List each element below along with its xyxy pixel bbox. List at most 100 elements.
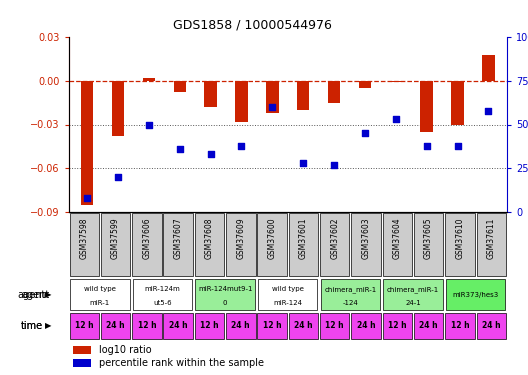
Text: 24-1: 24-1 bbox=[405, 300, 421, 306]
Text: log10 ratio: log10 ratio bbox=[99, 345, 152, 355]
Text: 12 h: 12 h bbox=[450, 321, 469, 330]
FancyBboxPatch shape bbox=[133, 279, 192, 310]
Bar bbox=[451, 81, 464, 124]
Text: miR-124m: miR-124m bbox=[145, 286, 181, 292]
FancyBboxPatch shape bbox=[446, 279, 505, 310]
Text: percentile rank within the sample: percentile rank within the sample bbox=[99, 357, 265, 368]
Bar bbox=[235, 81, 248, 122]
Text: GSM37608: GSM37608 bbox=[205, 217, 214, 259]
FancyBboxPatch shape bbox=[351, 213, 381, 276]
FancyBboxPatch shape bbox=[195, 213, 224, 276]
FancyBboxPatch shape bbox=[101, 213, 130, 276]
Text: agent: agent bbox=[21, 290, 50, 300]
Text: GSM37611: GSM37611 bbox=[487, 217, 496, 259]
Text: 24 h: 24 h bbox=[231, 321, 250, 330]
Text: time: time bbox=[21, 321, 43, 331]
FancyBboxPatch shape bbox=[414, 213, 444, 276]
FancyBboxPatch shape bbox=[226, 213, 256, 276]
Text: chimera_miR-1: chimera_miR-1 bbox=[324, 286, 376, 292]
FancyBboxPatch shape bbox=[195, 279, 255, 310]
Point bbox=[237, 142, 246, 148]
Text: GSM37609: GSM37609 bbox=[237, 217, 246, 259]
Point bbox=[145, 122, 153, 128]
Text: wild type: wild type bbox=[272, 286, 304, 292]
Bar bbox=[73, 346, 91, 354]
Point bbox=[114, 174, 122, 180]
FancyBboxPatch shape bbox=[289, 314, 318, 339]
FancyBboxPatch shape bbox=[164, 314, 193, 339]
Text: wild type: wild type bbox=[84, 286, 116, 292]
FancyBboxPatch shape bbox=[414, 314, 444, 339]
Text: GSM37605: GSM37605 bbox=[424, 217, 433, 259]
Text: GSM37606: GSM37606 bbox=[143, 217, 152, 259]
FancyBboxPatch shape bbox=[195, 314, 224, 339]
Point bbox=[361, 130, 369, 136]
FancyBboxPatch shape bbox=[257, 314, 287, 339]
Text: 12 h: 12 h bbox=[138, 321, 156, 330]
Bar bbox=[143, 78, 155, 81]
FancyBboxPatch shape bbox=[383, 314, 412, 339]
Text: ut5-6: ut5-6 bbox=[153, 300, 172, 306]
FancyBboxPatch shape bbox=[383, 213, 412, 276]
Text: 24 h: 24 h bbox=[169, 321, 187, 330]
Bar bbox=[266, 81, 278, 113]
Bar bbox=[297, 81, 309, 110]
Bar bbox=[359, 81, 371, 88]
Text: GSM37599: GSM37599 bbox=[111, 217, 120, 259]
Text: GSM37601: GSM37601 bbox=[299, 217, 308, 259]
Point bbox=[422, 142, 431, 148]
FancyBboxPatch shape bbox=[132, 213, 162, 276]
FancyBboxPatch shape bbox=[226, 314, 256, 339]
FancyBboxPatch shape bbox=[132, 314, 162, 339]
Text: 24 h: 24 h bbox=[106, 321, 125, 330]
Text: 12 h: 12 h bbox=[325, 321, 344, 330]
Text: chimera_miR-1: chimera_miR-1 bbox=[387, 286, 439, 292]
FancyBboxPatch shape bbox=[383, 279, 442, 310]
Bar bbox=[328, 81, 340, 103]
FancyBboxPatch shape bbox=[289, 213, 318, 276]
Point bbox=[83, 195, 91, 201]
Text: GSM37604: GSM37604 bbox=[393, 217, 402, 259]
FancyBboxPatch shape bbox=[320, 279, 380, 310]
Text: GSM37607: GSM37607 bbox=[174, 217, 183, 259]
FancyBboxPatch shape bbox=[101, 314, 130, 339]
Text: miR373/hes3: miR373/hes3 bbox=[452, 291, 499, 297]
FancyBboxPatch shape bbox=[70, 314, 99, 339]
Text: 24 h: 24 h bbox=[294, 321, 313, 330]
Bar bbox=[174, 81, 186, 92]
Text: 12 h: 12 h bbox=[75, 321, 93, 330]
FancyBboxPatch shape bbox=[70, 213, 99, 276]
FancyBboxPatch shape bbox=[351, 314, 381, 339]
Text: miR-124mut9-1: miR-124mut9-1 bbox=[198, 286, 252, 292]
FancyBboxPatch shape bbox=[164, 213, 193, 276]
Bar bbox=[81, 81, 93, 205]
Text: -124: -124 bbox=[343, 300, 358, 306]
FancyBboxPatch shape bbox=[70, 279, 130, 310]
Point bbox=[484, 108, 493, 114]
Text: ▶: ▶ bbox=[45, 321, 51, 330]
FancyBboxPatch shape bbox=[476, 314, 506, 339]
Text: GSM37610: GSM37610 bbox=[456, 217, 465, 259]
FancyBboxPatch shape bbox=[320, 213, 350, 276]
Bar bbox=[390, 81, 402, 82]
FancyBboxPatch shape bbox=[476, 213, 506, 276]
Text: GSM37600: GSM37600 bbox=[268, 217, 277, 259]
FancyBboxPatch shape bbox=[258, 279, 317, 310]
Bar bbox=[112, 81, 124, 136]
Text: GDS1858 / 10000544976: GDS1858 / 10000544976 bbox=[173, 18, 332, 32]
Bar bbox=[204, 81, 217, 107]
Bar bbox=[420, 81, 433, 132]
Text: GSM37603: GSM37603 bbox=[362, 217, 371, 259]
Text: GSM37598: GSM37598 bbox=[80, 217, 89, 259]
Point bbox=[330, 162, 338, 168]
FancyBboxPatch shape bbox=[445, 314, 475, 339]
Point bbox=[453, 142, 461, 148]
Text: miR-1: miR-1 bbox=[90, 300, 110, 306]
Text: 24 h: 24 h bbox=[482, 321, 501, 330]
FancyBboxPatch shape bbox=[257, 213, 287, 276]
Point bbox=[206, 151, 215, 157]
Point bbox=[392, 116, 400, 122]
Text: miR-124: miR-124 bbox=[274, 300, 302, 306]
Bar bbox=[73, 359, 91, 367]
Text: ▶: ▶ bbox=[45, 290, 51, 299]
